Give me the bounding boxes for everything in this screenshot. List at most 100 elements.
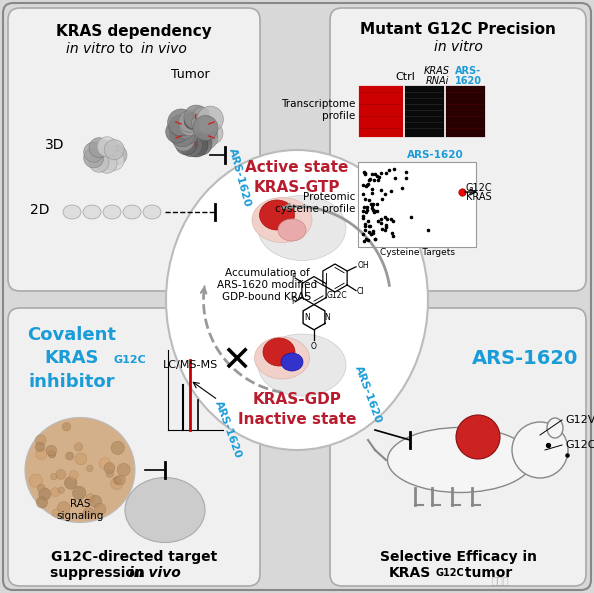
Point xyxy=(368,200,378,209)
Circle shape xyxy=(116,475,125,484)
Text: Transcriptome
profile: Transcriptome profile xyxy=(280,99,355,121)
Point xyxy=(358,190,367,199)
Point xyxy=(371,206,380,216)
Circle shape xyxy=(56,470,66,479)
Circle shape xyxy=(168,109,194,136)
Text: Selective Efficacy in: Selective Efficacy in xyxy=(380,550,536,564)
Point xyxy=(380,189,390,199)
Point xyxy=(370,234,380,244)
Point xyxy=(363,235,372,244)
Circle shape xyxy=(72,486,86,500)
Point xyxy=(361,168,370,178)
Ellipse shape xyxy=(263,338,295,366)
Circle shape xyxy=(99,458,110,470)
Text: G12C: G12C xyxy=(466,183,492,193)
Point xyxy=(366,229,375,239)
Point xyxy=(367,203,377,213)
Point xyxy=(358,229,367,238)
Circle shape xyxy=(173,129,194,151)
Point xyxy=(373,216,383,226)
Text: Proteomic
cysteine profile: Proteomic cysteine profile xyxy=(274,192,355,214)
Text: ✕: ✕ xyxy=(222,345,252,379)
Point xyxy=(384,165,393,175)
Circle shape xyxy=(192,128,211,147)
Circle shape xyxy=(51,487,59,496)
Circle shape xyxy=(104,139,124,160)
Point xyxy=(361,221,370,231)
Point xyxy=(368,205,378,215)
Circle shape xyxy=(36,442,45,451)
Point xyxy=(367,188,377,197)
Circle shape xyxy=(37,484,45,492)
Point xyxy=(424,225,433,234)
Text: G12C-directed target: G12C-directed target xyxy=(51,550,217,564)
Point xyxy=(361,225,370,234)
Point xyxy=(388,231,397,241)
Point xyxy=(377,224,387,234)
Point xyxy=(370,234,380,243)
Circle shape xyxy=(97,137,117,157)
Point xyxy=(362,181,372,190)
Circle shape xyxy=(166,120,188,143)
Circle shape xyxy=(191,119,213,141)
Point xyxy=(544,440,553,449)
Text: to: to xyxy=(115,42,137,56)
Circle shape xyxy=(69,471,78,480)
Circle shape xyxy=(169,121,195,146)
Ellipse shape xyxy=(123,205,141,219)
Text: OH: OH xyxy=(358,261,369,270)
Circle shape xyxy=(179,114,200,135)
Ellipse shape xyxy=(547,418,563,438)
Point xyxy=(359,202,369,211)
Ellipse shape xyxy=(103,205,121,219)
Ellipse shape xyxy=(281,353,303,371)
Point xyxy=(368,200,377,210)
Circle shape xyxy=(193,107,210,123)
Text: KRAS-GDP: KRAS-GDP xyxy=(252,393,342,407)
Text: Ctrl: Ctrl xyxy=(395,72,415,82)
Ellipse shape xyxy=(83,205,101,219)
Text: ARS-1620: ARS-1620 xyxy=(353,365,383,425)
Text: G12C: G12C xyxy=(114,355,147,365)
Point xyxy=(362,203,372,212)
Circle shape xyxy=(191,133,212,155)
Point xyxy=(361,170,370,179)
Bar xyxy=(404,85,444,137)
Circle shape xyxy=(198,116,216,134)
Text: ARS-1620: ARS-1620 xyxy=(472,349,578,368)
Text: 2D: 2D xyxy=(30,203,50,217)
Circle shape xyxy=(29,474,42,487)
Text: Inactive state: Inactive state xyxy=(238,413,356,428)
Point xyxy=(378,194,387,203)
Point xyxy=(364,179,373,189)
Text: KRAS: KRAS xyxy=(466,192,492,202)
Point xyxy=(364,221,374,231)
Point xyxy=(381,222,390,231)
Circle shape xyxy=(62,423,71,431)
Circle shape xyxy=(75,453,87,465)
Circle shape xyxy=(86,494,94,502)
Point xyxy=(361,208,371,217)
Circle shape xyxy=(50,473,57,480)
Point xyxy=(390,173,400,183)
Point xyxy=(387,215,396,224)
Circle shape xyxy=(48,450,56,458)
Point xyxy=(358,206,368,216)
Circle shape xyxy=(113,476,122,484)
Circle shape xyxy=(175,133,198,155)
Point xyxy=(366,199,376,209)
Circle shape xyxy=(36,497,48,508)
Point xyxy=(359,213,368,223)
Bar xyxy=(358,162,476,247)
Text: KRAS-GTP: KRAS-GTP xyxy=(254,180,340,196)
Circle shape xyxy=(89,152,109,173)
Point xyxy=(387,228,397,238)
Text: inhibitor: inhibitor xyxy=(29,373,115,391)
Point xyxy=(387,186,396,196)
Bar xyxy=(358,85,403,137)
Ellipse shape xyxy=(260,200,295,230)
Point xyxy=(390,164,399,174)
Point xyxy=(365,196,374,205)
Point xyxy=(376,218,386,228)
Circle shape xyxy=(180,134,203,157)
